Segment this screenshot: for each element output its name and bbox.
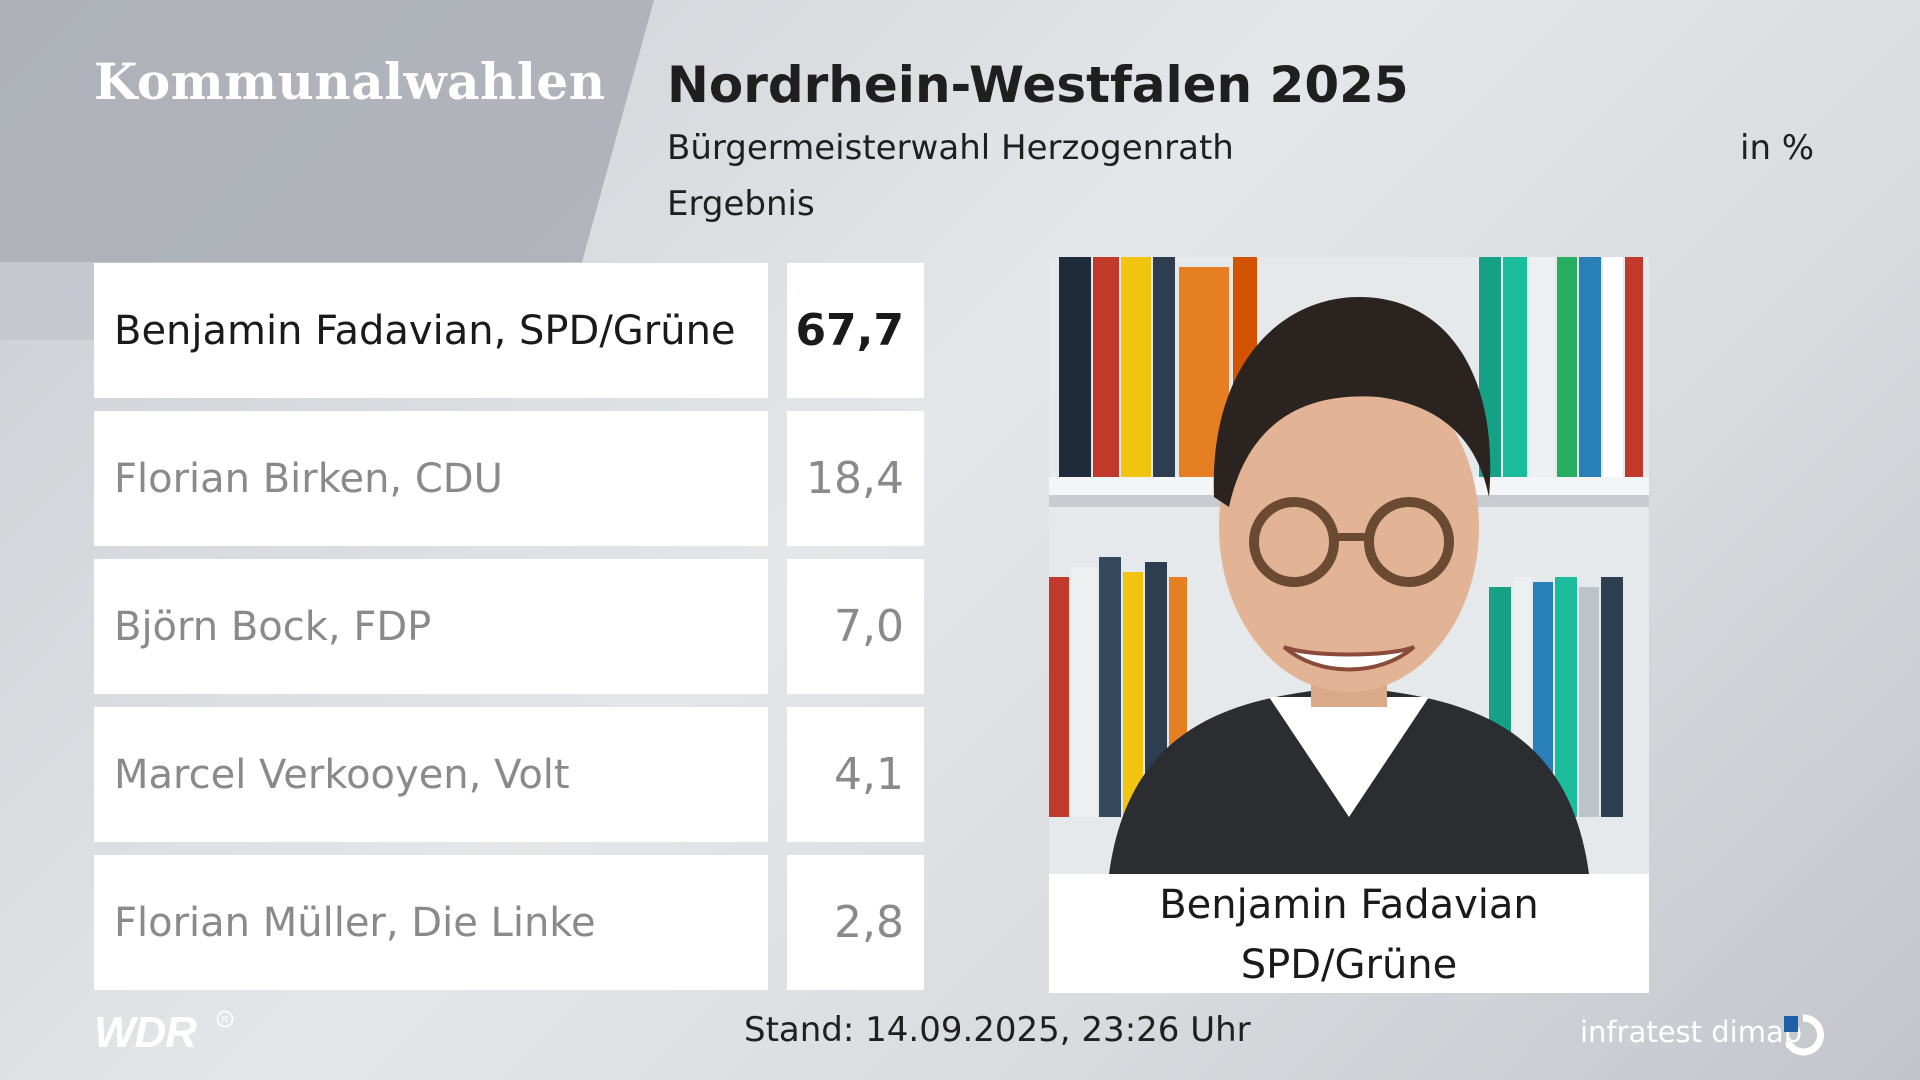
winner-card: Benjamin Fadavian SPD/Grüne xyxy=(1049,257,1649,993)
candidate-value: 4,1 xyxy=(787,707,924,842)
winner-name: Benjamin Fadavian xyxy=(1159,882,1539,928)
table-row: Benjamin Fadavian, SPD/Grüne 67,7 xyxy=(94,263,924,398)
candidate-name: Benjamin Fadavian, SPD/Grüne xyxy=(94,263,768,398)
candidate-photo xyxy=(1049,257,1649,874)
results-table: Benjamin Fadavian, SPD/Grüne 67,7 Floria… xyxy=(94,263,924,1003)
table-row: Florian Birken, CDU 18,4 xyxy=(94,411,924,546)
table-row: Florian Müller, Die Linke 2,8 xyxy=(94,855,924,990)
portrait-illustration xyxy=(1049,257,1649,874)
candidate-value: 7,0 xyxy=(787,559,924,694)
source-logo: infratest dimap xyxy=(1580,1015,1803,1049)
winner-party: SPD/Grüne xyxy=(1240,942,1458,988)
registered-icon: R xyxy=(216,1010,234,1028)
candidate-name: Florian Birken, CDU xyxy=(94,411,768,546)
table-row: Marcel Verkooyen, Volt 4,1 xyxy=(94,707,924,842)
result-label: Ergebnis xyxy=(667,184,815,224)
table-row: Björn Bock, FDP 7,0 xyxy=(94,559,924,694)
svg-text:R: R xyxy=(221,1015,228,1026)
brand-title: Kommunalwahlen xyxy=(94,52,606,111)
timestamp: Stand: 14.09.2025, 23:26 Uhr xyxy=(744,1010,1251,1050)
wdr-logo: WDR xyxy=(94,1008,197,1057)
candidate-name: Marcel Verkooyen, Volt xyxy=(94,707,768,842)
infratest-icon xyxy=(1784,1014,1824,1056)
page-title: Nordrhein-Westfalen 2025 xyxy=(667,56,1409,114)
unit-label: in % xyxy=(1740,128,1815,168)
candidate-value: 67,7 xyxy=(787,263,924,398)
candidate-value: 18,4 xyxy=(787,411,924,546)
election-subtitle: Bürgermeisterwahl Herzogenrath xyxy=(667,128,1234,168)
candidate-value: 2,8 xyxy=(787,855,924,990)
candidate-name: Florian Müller, Die Linke xyxy=(94,855,768,990)
candidate-name: Björn Bock, FDP xyxy=(94,559,768,694)
winner-caption: Benjamin Fadavian SPD/Grüne xyxy=(1049,874,1649,993)
